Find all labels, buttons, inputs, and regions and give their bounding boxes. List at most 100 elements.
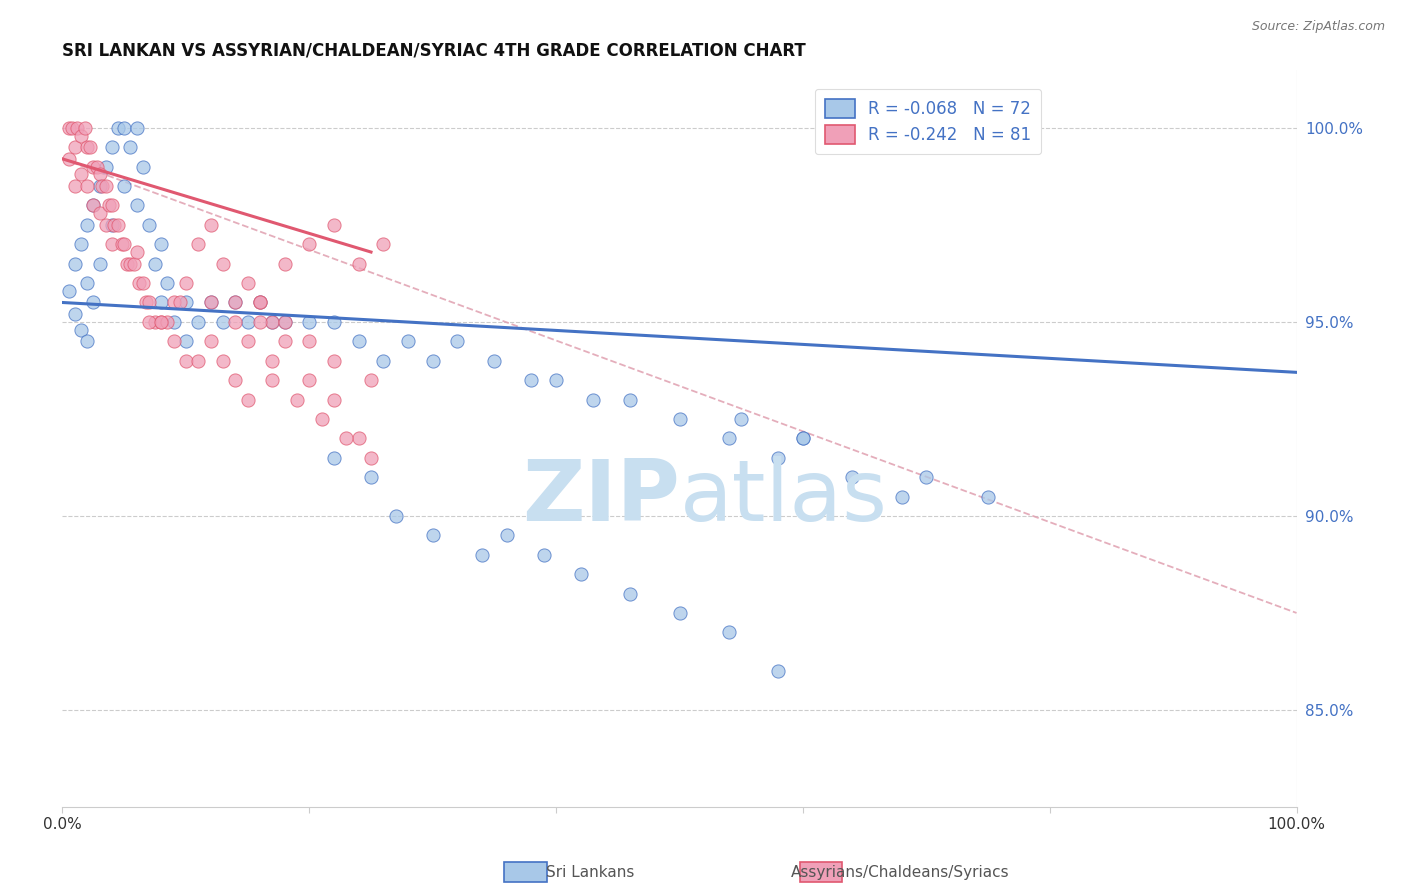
Point: [120, 140, 142, 154]
Point: [174, 295, 197, 310]
Point: [273, 315, 295, 329]
Point: [82, 198, 104, 212]
Point: [668, 606, 690, 620]
Point: [89, 206, 111, 220]
Point: [98, 198, 121, 212]
Point: [101, 198, 124, 212]
Point: [347, 334, 370, 349]
Point: [94, 179, 117, 194]
Point: [76, 140, 98, 154]
Point: [60, 120, 83, 135]
Point: [122, 257, 145, 271]
Point: [76, 334, 98, 349]
Point: [112, 179, 135, 194]
Point: [224, 373, 246, 387]
Point: [162, 315, 184, 329]
Point: [730, 412, 752, 426]
Point: [915, 470, 938, 484]
Point: [224, 295, 246, 310]
Text: Source: ZipAtlas.com: Source: ZipAtlas.com: [1251, 20, 1385, 33]
Point: [101, 237, 124, 252]
Point: [224, 315, 246, 329]
Point: [70, 128, 93, 143]
Point: [58, 120, 80, 135]
Point: [135, 295, 157, 310]
Point: [224, 295, 246, 310]
Point: [200, 334, 222, 349]
Point: [273, 257, 295, 271]
Point: [249, 315, 271, 329]
Point: [112, 237, 135, 252]
Point: [174, 334, 197, 349]
Point: [107, 120, 129, 135]
Point: [89, 257, 111, 271]
Point: [120, 257, 142, 271]
Point: [273, 315, 295, 329]
Point: [169, 295, 191, 310]
Point: [73, 120, 96, 135]
Point: [200, 218, 222, 232]
Point: [236, 334, 259, 349]
Point: [360, 373, 382, 387]
Point: [187, 237, 209, 252]
Point: [150, 315, 173, 329]
Point: [200, 295, 222, 310]
Point: [131, 276, 153, 290]
Point: [495, 528, 517, 542]
Point: [273, 334, 295, 349]
Point: [298, 315, 321, 329]
Bar: [505, 863, 547, 882]
Point: [82, 198, 104, 212]
Point: [212, 315, 235, 329]
Point: [70, 168, 93, 182]
Point: [298, 373, 321, 387]
Point: [94, 160, 117, 174]
Point: [70, 323, 93, 337]
Point: [285, 392, 308, 407]
Point: [82, 160, 104, 174]
Point: [89, 179, 111, 194]
Point: [138, 295, 160, 310]
Point: [162, 334, 184, 349]
Point: [63, 307, 86, 321]
Point: [446, 334, 468, 349]
Point: [768, 450, 790, 465]
Point: [138, 315, 160, 329]
Point: [156, 276, 179, 290]
Point: [396, 334, 419, 349]
Point: [138, 218, 160, 232]
Point: [125, 120, 148, 135]
Point: [94, 218, 117, 232]
Point: [63, 140, 86, 154]
Point: [323, 353, 346, 368]
Point: [569, 567, 592, 582]
Point: [143, 315, 166, 329]
Point: [619, 586, 641, 600]
Point: [70, 237, 93, 252]
Point: [841, 470, 863, 484]
Point: [471, 548, 494, 562]
Point: [58, 152, 80, 166]
Point: [174, 353, 197, 368]
Point: [484, 353, 506, 368]
Point: [323, 315, 346, 329]
Text: ZIP: ZIP: [522, 456, 679, 539]
Text: SRI LANKAN VS ASSYRIAN/CHALDEAN/SYRIAC 4TH GRADE CORRELATION CHART: SRI LANKAN VS ASSYRIAN/CHALDEAN/SYRIAC 4…: [62, 42, 806, 60]
Point: [298, 237, 321, 252]
Point: [533, 548, 555, 562]
Point: [112, 120, 135, 135]
Point: [82, 295, 104, 310]
Point: [619, 392, 641, 407]
Point: [200, 295, 222, 310]
Point: [582, 392, 605, 407]
Point: [249, 295, 271, 310]
Point: [63, 179, 86, 194]
Point: [76, 276, 98, 290]
Point: [79, 140, 101, 154]
Point: [91, 179, 114, 194]
Point: [311, 412, 333, 426]
Point: [668, 412, 690, 426]
Point: [89, 168, 111, 182]
Point: [76, 218, 98, 232]
Point: [262, 353, 284, 368]
